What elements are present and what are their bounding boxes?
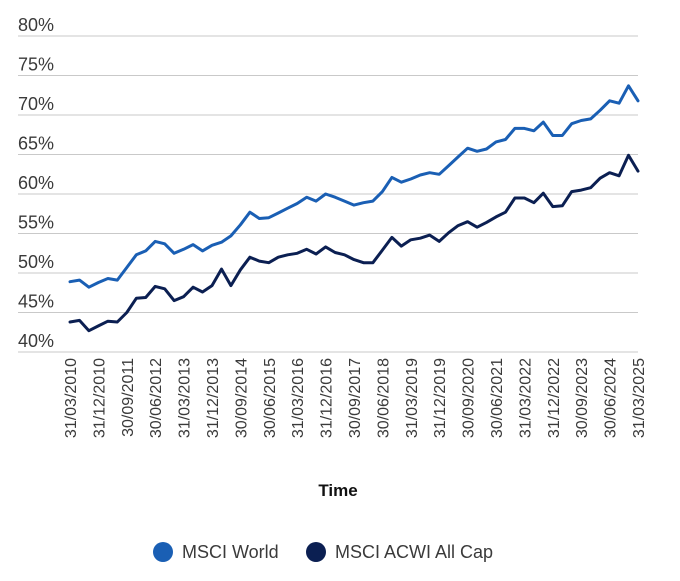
x-tick-label: 31/12/2022 xyxy=(546,358,563,438)
legend-label: MSCI ACWI All Cap xyxy=(335,542,493,562)
x-axis-ticks: 31/03/2010 31/12/2010 30/09/2011 30/06/2012… xyxy=(63,358,648,438)
x-tick-label: 31/03/2013 xyxy=(177,358,194,438)
y-tick-label: 65% xyxy=(18,134,54,154)
legend-marker xyxy=(306,542,326,562)
x-tick-label: 31/03/2022 xyxy=(517,358,534,438)
legend-label: MSCI World xyxy=(182,542,279,562)
y-tick-label: 45% xyxy=(18,292,54,312)
y-tick-label: 75% xyxy=(18,55,54,75)
x-tick-label: 31/12/2010 xyxy=(91,358,108,438)
y-tick-label: 55% xyxy=(18,213,54,233)
legend: MSCI World MSCI ACWI All Cap xyxy=(153,542,493,562)
x-tick-label: 30/06/2015 xyxy=(262,358,279,438)
x-tick-label: 30/09/2023 xyxy=(574,358,591,438)
y-tick-label: 80% xyxy=(18,15,54,35)
x-tick-label: 30/09/2017 xyxy=(347,358,364,438)
y-axis-ticks: 80% 75% 70% 65% 60% 55% 50% 45% 40% xyxy=(18,15,54,351)
series-line-msci-world xyxy=(68,84,640,289)
x-tick-label: 31/03/2016 xyxy=(290,358,307,438)
y-tick-label: 50% xyxy=(18,252,54,272)
series-lines xyxy=(68,84,640,333)
legend-marker xyxy=(153,542,173,562)
x-tick-label: 30/06/2018 xyxy=(375,358,392,438)
x-tick-label: 30/06/2024 xyxy=(603,358,620,438)
x-tick-label: 31/12/2013 xyxy=(205,358,222,438)
y-tick-label: 60% xyxy=(18,173,54,193)
series-line-msci-acwi-all-cap xyxy=(68,153,640,333)
x-tick-label: 31/03/2010 xyxy=(63,358,80,438)
x-tick-label: 31/12/2016 xyxy=(319,358,336,438)
x-tick-label: 30/06/2012 xyxy=(148,358,165,438)
y-tick-label: 40% xyxy=(18,331,54,351)
x-tick-label: 31/03/2019 xyxy=(404,358,421,438)
x-tick-label: 30/09/2014 xyxy=(233,358,250,438)
x-tick-label: 31/12/2019 xyxy=(432,358,449,438)
x-tick-label: 31/03/2025 xyxy=(631,358,648,438)
y-tick-label: 70% xyxy=(18,94,54,114)
x-axis-label: Time xyxy=(318,481,357,500)
x-tick-label: 30/09/2020 xyxy=(461,358,478,438)
x-tick-label: 30/06/2021 xyxy=(489,358,506,438)
x-tick-label: 30/09/2011 xyxy=(120,358,137,437)
